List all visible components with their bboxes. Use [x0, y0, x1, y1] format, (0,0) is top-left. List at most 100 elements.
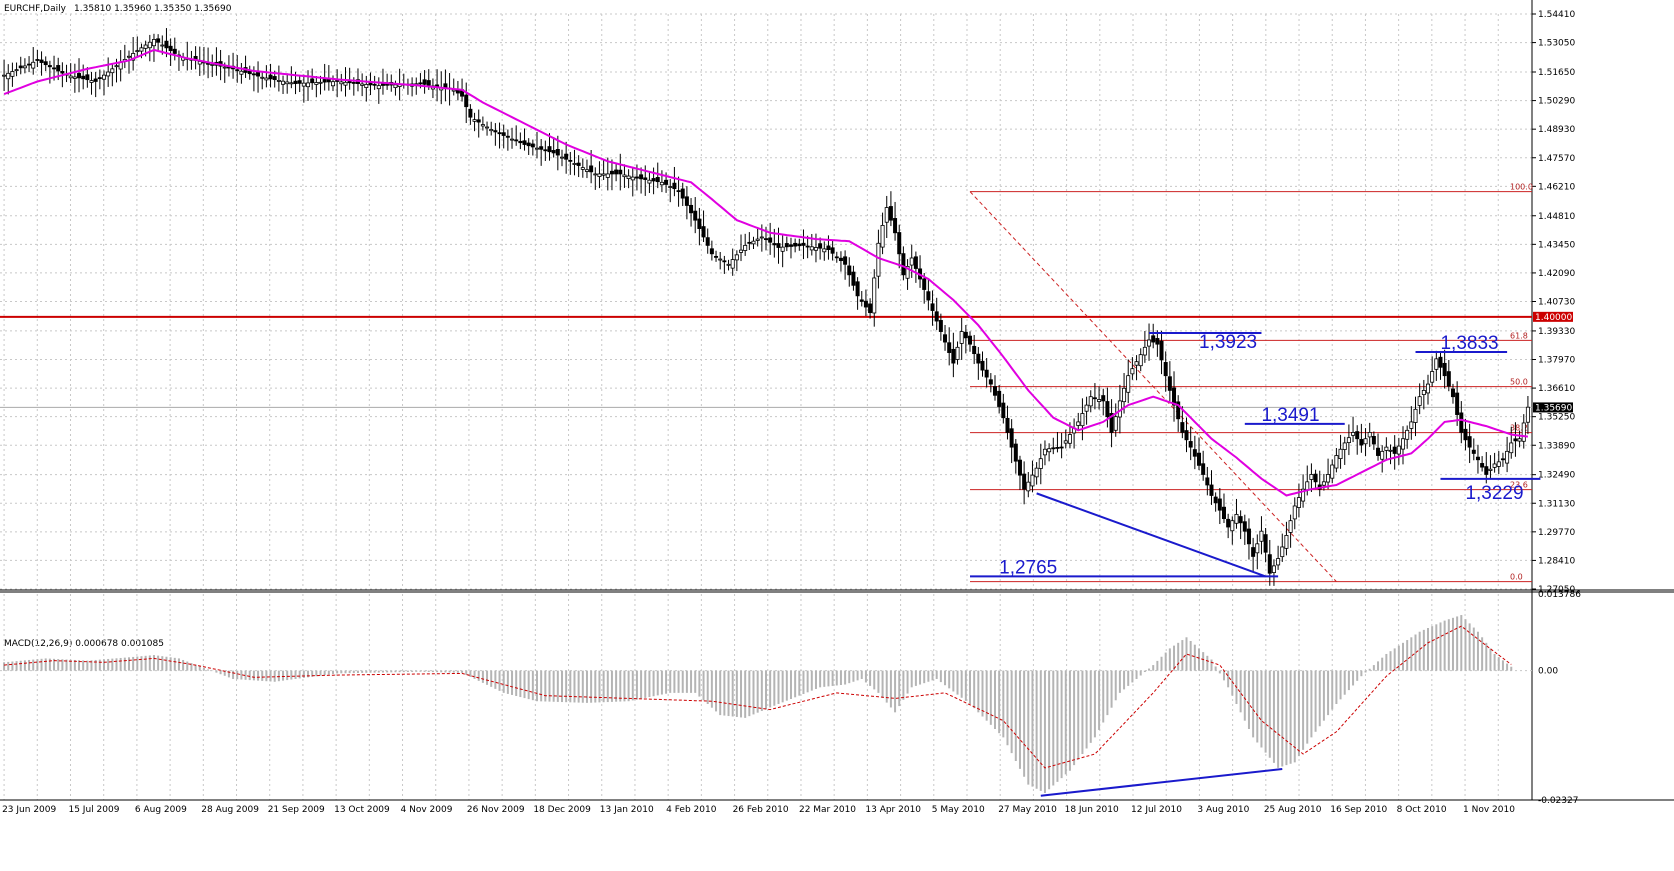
- candle-body: [539, 146, 544, 150]
- candle-body: [1167, 376, 1172, 391]
- candle-body: [938, 320, 943, 332]
- candle-body: [52, 67, 57, 70]
- fib-level-label: 61.8: [1510, 331, 1528, 340]
- candle-body: [693, 210, 698, 221]
- candle-body: [1413, 408, 1418, 423]
- annotation-label: 1,3491: [1261, 405, 1319, 426]
- candle-body: [10, 71, 15, 77]
- candle-body: [1022, 473, 1027, 490]
- candle-body: [147, 41, 152, 49]
- candle-body: [56, 65, 61, 72]
- candle-body: [784, 243, 789, 248]
- candle-body: [605, 173, 610, 178]
- candle-body: [1192, 449, 1197, 457]
- candle-body: [143, 44, 148, 49]
- candle-body: [1484, 466, 1489, 475]
- candle-body: [1163, 362, 1168, 377]
- candle-body: [893, 218, 898, 234]
- candle-body: [493, 130, 498, 133]
- candle-body: [501, 132, 506, 136]
- candle-body: [1271, 565, 1276, 573]
- candle-body: [35, 59, 40, 61]
- ohlc-label: 1.35810 1.35960 1.35350 1.35690: [74, 4, 232, 14]
- candle-body: [510, 138, 515, 141]
- candle-body: [1246, 528, 1251, 545]
- candle-body: [647, 179, 652, 184]
- candle-body: [726, 263, 731, 266]
- candle-body: [247, 70, 252, 75]
- candle-body: [276, 80, 281, 82]
- candle-body: [1109, 413, 1114, 433]
- candle-body: [730, 259, 735, 269]
- candle-body: [684, 196, 689, 206]
- candle-body: [1421, 389, 1426, 396]
- candle-body: [826, 245, 831, 250]
- candle-body: [1338, 448, 1343, 460]
- candle-body: [260, 76, 265, 79]
- candle-body: [1205, 477, 1210, 486]
- candle-body: [1438, 356, 1443, 368]
- candle-body: [976, 353, 981, 364]
- candle-body: [1038, 458, 1043, 469]
- candle-body: [593, 173, 598, 176]
- candle-body: [818, 243, 823, 249]
- x-tick-label: 13 Oct 2009: [334, 805, 390, 815]
- candle-body: [547, 146, 552, 153]
- candle-body: [963, 331, 968, 339]
- candle-body: [1242, 521, 1247, 532]
- candle-body: [992, 386, 997, 396]
- candle-body: [1184, 430, 1189, 441]
- x-tick-label: 1 Nov 2010: [1463, 805, 1515, 815]
- candle-body: [360, 83, 365, 86]
- candle-body: [1380, 450, 1385, 460]
- candle-body: [1351, 432, 1356, 436]
- x-tick-label: 8 Oct 2010: [1397, 805, 1447, 815]
- candle-body: [301, 82, 306, 87]
- candle-body: [1180, 422, 1185, 433]
- candle-body: [514, 139, 519, 142]
- candle-body: [1355, 431, 1360, 440]
- annotation-label: 1,3833: [1440, 333, 1498, 354]
- candle-body: [1301, 488, 1306, 502]
- candle-body: [72, 76, 77, 79]
- candle-body: [813, 247, 818, 251]
- candles: [2, 28, 1530, 586]
- candle-body: [1517, 438, 1522, 442]
- candle-body: [1138, 354, 1143, 367]
- y-tick-label: 1.32490: [1538, 471, 1575, 481]
- candle-body: [718, 258, 723, 261]
- candle-body: [838, 257, 843, 262]
- macd-tick-label: 0.013786: [1538, 590, 1581, 600]
- candle-body: [1321, 481, 1326, 486]
- candle-body: [888, 206, 893, 221]
- y-tick-label: 1.31130: [1538, 499, 1575, 509]
- annotation-label: 1,3923: [1199, 332, 1257, 353]
- candle-body: [1155, 338, 1160, 345]
- candle-body: [672, 182, 677, 190]
- candle-body: [497, 132, 502, 135]
- candle-body: [422, 79, 427, 85]
- support-price-tag: [1533, 311, 1573, 322]
- candle-body: [1384, 446, 1389, 451]
- candle-body: [1084, 404, 1089, 412]
- candle-body: [1097, 399, 1102, 402]
- candle-body: [251, 73, 256, 76]
- candle-body: [1005, 417, 1010, 433]
- candle-body: [318, 81, 323, 84]
- candle-body: [676, 190, 681, 193]
- candle-body: [1226, 518, 1231, 528]
- candle-body: [697, 218, 702, 229]
- x-tick-label: 18 Dec 2009: [533, 805, 591, 815]
- candle-body: [426, 80, 431, 86]
- candle-body: [609, 170, 614, 175]
- candle-body: [268, 74, 273, 80]
- fib-level-label: 23.6: [1510, 481, 1528, 490]
- candle-body: [351, 82, 356, 84]
- y-tick-label: 1.53050: [1538, 39, 1575, 49]
- candle-body: [1042, 448, 1047, 456]
- candle-body: [68, 75, 73, 79]
- candle-body: [1446, 371, 1451, 387]
- candle-body: [1363, 438, 1368, 445]
- candle-body: [1330, 464, 1335, 479]
- candle-body: [1197, 452, 1202, 466]
